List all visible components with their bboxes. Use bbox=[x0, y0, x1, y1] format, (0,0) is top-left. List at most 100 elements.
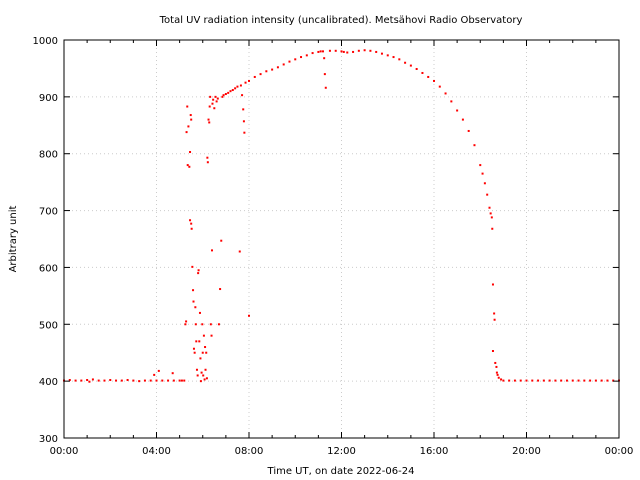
data-point bbox=[198, 340, 201, 343]
data-point bbox=[294, 58, 297, 61]
data-point bbox=[244, 81, 247, 84]
data-point bbox=[91, 378, 94, 381]
data-point bbox=[479, 164, 482, 167]
data-point bbox=[219, 288, 222, 291]
data-point bbox=[222, 94, 225, 97]
data-point bbox=[202, 334, 205, 337]
data-point bbox=[194, 323, 197, 326]
data-point bbox=[205, 351, 208, 354]
data-point bbox=[206, 161, 209, 164]
data-point bbox=[210, 334, 213, 337]
data-point bbox=[346, 51, 349, 54]
data-point bbox=[88, 380, 91, 383]
data-point bbox=[494, 361, 497, 364]
data-point bbox=[288, 60, 291, 63]
data-point bbox=[328, 49, 331, 52]
data-point bbox=[433, 79, 435, 82]
data-point bbox=[531, 379, 534, 382]
data-point bbox=[548, 379, 551, 382]
data-point bbox=[438, 85, 441, 88]
y-tick-label: 500 bbox=[39, 320, 58, 331]
data-point bbox=[192, 289, 195, 292]
data-point bbox=[497, 376, 500, 379]
data-point bbox=[490, 216, 493, 219]
data-point bbox=[583, 379, 586, 382]
data-point bbox=[380, 52, 383, 55]
data-point bbox=[322, 50, 324, 53]
data-point bbox=[537, 379, 540, 382]
data-point bbox=[190, 227, 193, 230]
data-point bbox=[201, 323, 204, 326]
data-point bbox=[404, 61, 407, 64]
data-point bbox=[192, 347, 195, 350]
data-point bbox=[495, 365, 498, 368]
data-point bbox=[190, 118, 193, 121]
data-point bbox=[542, 379, 545, 382]
data-point bbox=[241, 94, 244, 97]
y-tick-label: 400 bbox=[39, 377, 58, 388]
data-point bbox=[209, 323, 212, 326]
data-point bbox=[201, 351, 204, 354]
data-point bbox=[594, 379, 597, 382]
data-point bbox=[189, 114, 192, 117]
data-point bbox=[600, 379, 603, 382]
data-point bbox=[577, 379, 580, 382]
axis-ticks bbox=[63, 39, 620, 439]
data-point bbox=[191, 265, 194, 268]
data-point bbox=[473, 144, 476, 147]
data-point bbox=[211, 249, 213, 252]
data-point bbox=[186, 105, 189, 108]
data-point bbox=[415, 67, 418, 70]
data-point bbox=[180, 379, 183, 382]
data-point bbox=[185, 320, 188, 323]
data-point bbox=[190, 222, 193, 225]
data-point bbox=[352, 50, 355, 53]
data-point bbox=[392, 56, 395, 59]
data-point bbox=[493, 312, 496, 315]
data-point bbox=[519, 379, 522, 382]
data-point bbox=[483, 182, 486, 185]
data-point bbox=[450, 100, 453, 103]
data-point bbox=[319, 50, 322, 53]
data-point bbox=[208, 121, 211, 124]
data-point bbox=[369, 49, 372, 52]
data-point bbox=[334, 49, 337, 52]
data-point bbox=[199, 357, 202, 360]
data-point bbox=[187, 125, 190, 128]
data-point bbox=[206, 156, 209, 159]
data-point bbox=[324, 86, 327, 89]
data-point bbox=[74, 379, 77, 382]
data-point bbox=[525, 379, 528, 382]
data-point bbox=[188, 165, 191, 168]
data-point bbox=[172, 379, 175, 382]
data-point bbox=[467, 129, 470, 132]
data-point bbox=[220, 239, 223, 242]
data-point bbox=[496, 373, 499, 376]
data-point bbox=[157, 369, 160, 372]
data-point bbox=[242, 108, 245, 111]
data-point bbox=[282, 63, 285, 66]
x-tick-label: 16:00 bbox=[420, 446, 449, 457]
data-point bbox=[211, 102, 214, 105]
data-point bbox=[197, 269, 200, 272]
data-point bbox=[171, 372, 174, 375]
chart-title: Total UV radiation intensity (uncalibrat… bbox=[159, 15, 523, 26]
data-point bbox=[239, 84, 242, 87]
data-point bbox=[143, 379, 146, 382]
data-point bbox=[571, 379, 574, 382]
data-point bbox=[500, 378, 503, 381]
data-point bbox=[248, 79, 250, 82]
x-tick-label: 00:00 bbox=[605, 446, 634, 457]
data-point bbox=[126, 379, 129, 382]
data-point bbox=[612, 379, 615, 382]
x-tick-label: 12:00 bbox=[327, 446, 356, 457]
tick-labels: 00:00 04:00 08:00 12:00 16:00 20:00 00:0030040… bbox=[33, 36, 634, 457]
data-point bbox=[229, 90, 232, 93]
data-point bbox=[195, 340, 198, 343]
y-tick-label: 800 bbox=[39, 150, 58, 161]
data-point bbox=[565, 379, 568, 382]
y-tick-label: 700 bbox=[39, 207, 58, 218]
data-point bbox=[560, 379, 563, 382]
